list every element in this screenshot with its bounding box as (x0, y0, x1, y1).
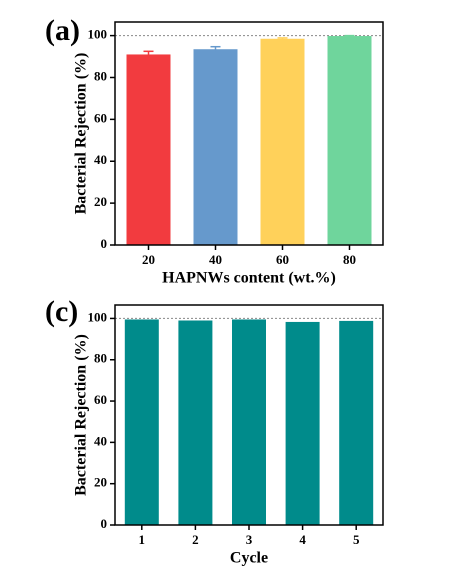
x-tick-label: 80 (343, 252, 356, 267)
y-tick-label: 0 (101, 516, 108, 531)
y-tick-label: 80 (94, 68, 107, 83)
bar (260, 38, 305, 245)
y-tick-label: 100 (88, 27, 108, 42)
x-tick-label: 20 (142, 252, 155, 267)
y-tick-label: 80 (94, 351, 107, 366)
x-tick-label: 2 (192, 532, 199, 547)
y-tick-label: 60 (94, 392, 107, 407)
y-tick-label: 100 (88, 309, 108, 324)
axis-frame (114, 21, 384, 246)
y-tick-label: 40 (94, 433, 107, 448)
x-tick-label: 4 (299, 532, 306, 547)
panel-label: (a) (45, 14, 80, 47)
x-tick-label: 40 (209, 252, 222, 267)
panel-label: (c) (45, 295, 78, 328)
bar (327, 36, 372, 245)
x-tick-label: 60 (276, 252, 289, 267)
y-tick-label: 40 (94, 152, 107, 167)
bar (193, 49, 238, 245)
bar (285, 321, 320, 525)
x-axis-title: Cycle (230, 550, 268, 567)
y-tick-label: 20 (94, 475, 107, 490)
bar (124, 319, 159, 525)
bar (126, 54, 171, 245)
y-tick-label: 0 (101, 236, 108, 251)
bar (232, 319, 266, 525)
bar (178, 320, 213, 525)
x-tick-label: 5 (353, 532, 360, 547)
y-tick-label: 60 (94, 110, 107, 125)
y-tick-label: 20 (94, 194, 107, 209)
y-axis-title: Bacterial Rejection (%) (73, 334, 90, 496)
x-tick-label: 1 (139, 532, 146, 547)
x-tick-label: 3 (246, 532, 253, 547)
bar (339, 320, 374, 525)
x-axis-title: HAPNWs content (wt.%) (162, 270, 336, 287)
y-axis-title: Bacterial Rejection (%) (73, 53, 90, 215)
